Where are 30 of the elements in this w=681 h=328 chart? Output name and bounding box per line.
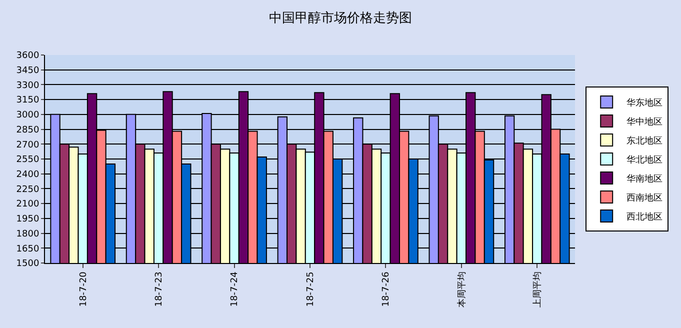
- y-tick-label: 2250: [16, 184, 40, 195]
- y-tick-label: 2700: [16, 140, 40, 150]
- legend-label: 华东地区: [626, 98, 663, 109]
- y-tick-label: 1800: [16, 229, 40, 240]
- y-tick-label: 3150: [16, 96, 40, 106]
- y-tick-label: 3300: [16, 80, 40, 91]
- y-tick-label: 1950: [16, 214, 40, 225]
- x-tick-label: 18-7-23: [154, 272, 164, 307]
- y-tick-label: 2100: [16, 200, 40, 210]
- legend-label: 西北地区: [626, 212, 663, 223]
- legend-label: 西南地区: [626, 192, 663, 204]
- x-tick-label: 上周平均: [532, 272, 544, 308]
- legend-label: 华北地区: [626, 154, 663, 166]
- legend-label: 华南地区: [626, 174, 663, 185]
- x-tick-label: 18-7-25: [306, 272, 316, 307]
- legend-label: 华中地区: [626, 116, 663, 128]
- y-tick-label: 1500: [16, 259, 40, 270]
- x-tick-label: 18-7-24: [230, 271, 240, 307]
- x-tick-label: 18-7-20: [78, 271, 89, 307]
- y-tick-label: 3000: [16, 110, 40, 121]
- y-tick-label: 1650: [16, 244, 40, 254]
- y-tick-label: 2850: [16, 125, 40, 136]
- x-tick-label: 18-7-26: [382, 271, 392, 307]
- legend-label: 东北地区: [626, 136, 663, 147]
- y-tick-label: 2400: [16, 170, 40, 180]
- y-tick-label: 3450: [16, 66, 40, 76]
- x-tick-label: 本周平均: [456, 272, 468, 308]
- y-tick-label: 2550: [16, 155, 40, 166]
- chart-title: 中国甲醇市场价格走势图: [269, 11, 412, 26]
- y-tick-label: 3600: [16, 51, 40, 62]
